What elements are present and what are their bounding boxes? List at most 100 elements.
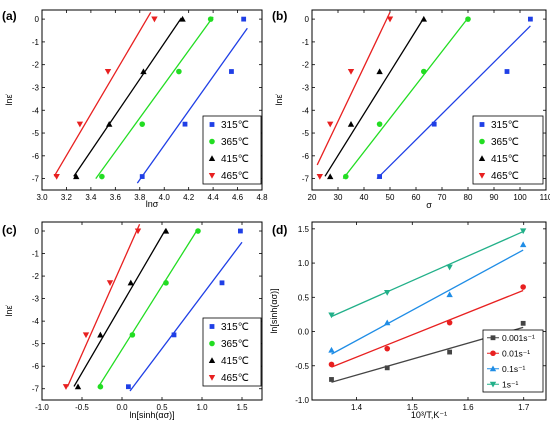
legend-box [202,317,262,387]
legend-label: 315℃ [221,322,249,333]
data-point [519,228,527,235]
y-tick-label: -2 [32,61,40,70]
y-tick-label: -4 [32,317,40,326]
data-point [241,16,247,22]
data-point [176,68,182,75]
x-tick-label: 1.7 [518,403,530,412]
y-tick-label: -7 [302,175,310,184]
x-tick-label: 4.8 [256,193,268,202]
data-point [343,173,349,180]
data-point [182,121,188,127]
x-tick-label: 3.4 [85,193,97,202]
chart-panel-2: (b) 20 30 40 50 60 70 80 90 100 110 0 -1 -2 -3 -4 -5 -6 -7… [272,9,550,210]
data-point [328,312,335,319]
y-tick-label: -2 [32,272,40,281]
data-point [179,15,186,22]
data-point [420,15,427,22]
data-point [74,383,82,390]
y-axis-label: lnε̇ [4,304,14,316]
panel-letter: (b) [272,9,287,23]
legend-marker [479,138,485,145]
series-4 [316,11,394,180]
x-tick-label: 100 [513,193,527,202]
panel-letter: (a) [2,9,17,23]
fit-line [95,16,214,179]
fit-line [342,17,469,180]
x-tick-label: 90 [490,193,499,202]
y-tick-label: 0 [305,15,310,24]
x-tick-label: 3.0 [36,193,48,202]
x-tick-label: 3.6 [110,193,122,202]
series-4 [62,223,142,390]
panel-letter: (c) [2,223,17,237]
legend-label: 465℃ [491,171,519,182]
fit-line [97,228,199,388]
y-tick-label: -1 [32,250,40,259]
data-point [504,69,510,74]
data-point [329,377,334,382]
data-point [519,241,527,248]
data-point [162,227,170,234]
y-axis-label: lnε̇ [274,93,284,105]
x-axis-label: σ [426,200,432,210]
data-point [127,279,134,286]
legend-marker [490,350,496,357]
legend-label: 365℃ [221,339,249,350]
legend-marker [489,365,497,372]
y-tick-label: -5 [32,340,40,349]
legend-marker [479,122,485,127]
legend-label: 415℃ [491,154,519,165]
legend-marker [209,324,215,329]
data-point [431,121,437,127]
y-tick-label: 0 [35,227,40,236]
data-point [447,349,453,355]
legend-box [472,115,544,185]
series-2 [342,16,471,180]
data-point [171,332,177,338]
x-axis-label: 10³/T,K⁻¹ [411,410,447,420]
x-tick-label: 30 [334,193,343,202]
fit-line [331,249,524,355]
data-point [151,16,158,23]
legend-marker [490,335,496,341]
data-point [528,16,533,22]
chart-panel-4: (d) 1.4 1.5 1.6 1.7 1.5 1.0 0.5 0.0 -0.5 -1.0 10³/T… [269,221,547,420]
legend-marker [478,172,486,179]
y-tick-label: -4 [302,106,310,115]
data-layer [316,11,533,180]
legend-marker [209,340,215,347]
series-2 [97,228,201,390]
y-tick-label: -3 [32,295,40,304]
legend-label: 315℃ [221,120,249,131]
y-tick-label: -5 [302,129,310,138]
y-tick-label: -3 [32,83,40,92]
fit-line [73,228,167,387]
data-point [97,383,104,390]
plot-frame [41,221,263,401]
data-point [384,289,391,296]
data-point [99,173,105,180]
data-point [386,16,394,23]
data-point [106,120,113,127]
legend-marker [208,357,216,364]
fit-line [316,11,391,166]
series-2 [328,284,526,368]
series-1 [376,16,533,180]
x-tick-label: 50 [386,193,395,202]
x-axis-label: ln[sinh(ασ)] [129,410,174,420]
x-tick-label: 80 [464,193,473,202]
legend-marker [209,122,215,127]
legend-box [202,115,262,185]
x-tick-label: 3.8 [134,193,146,202]
data-point [207,16,214,22]
y-tick-label: 1.0 [298,259,310,268]
y-tick-label: -1 [32,38,40,47]
data-point [126,384,131,390]
data-point [140,68,147,75]
data-point [73,173,80,180]
fit-line [324,17,425,177]
data-point [163,280,169,286]
legend: 0.001s⁻¹ 0.01s⁻¹ 0.1s⁻¹ 1s⁻¹ [482,329,544,393]
x-tick-label: 1.6 [462,403,474,412]
